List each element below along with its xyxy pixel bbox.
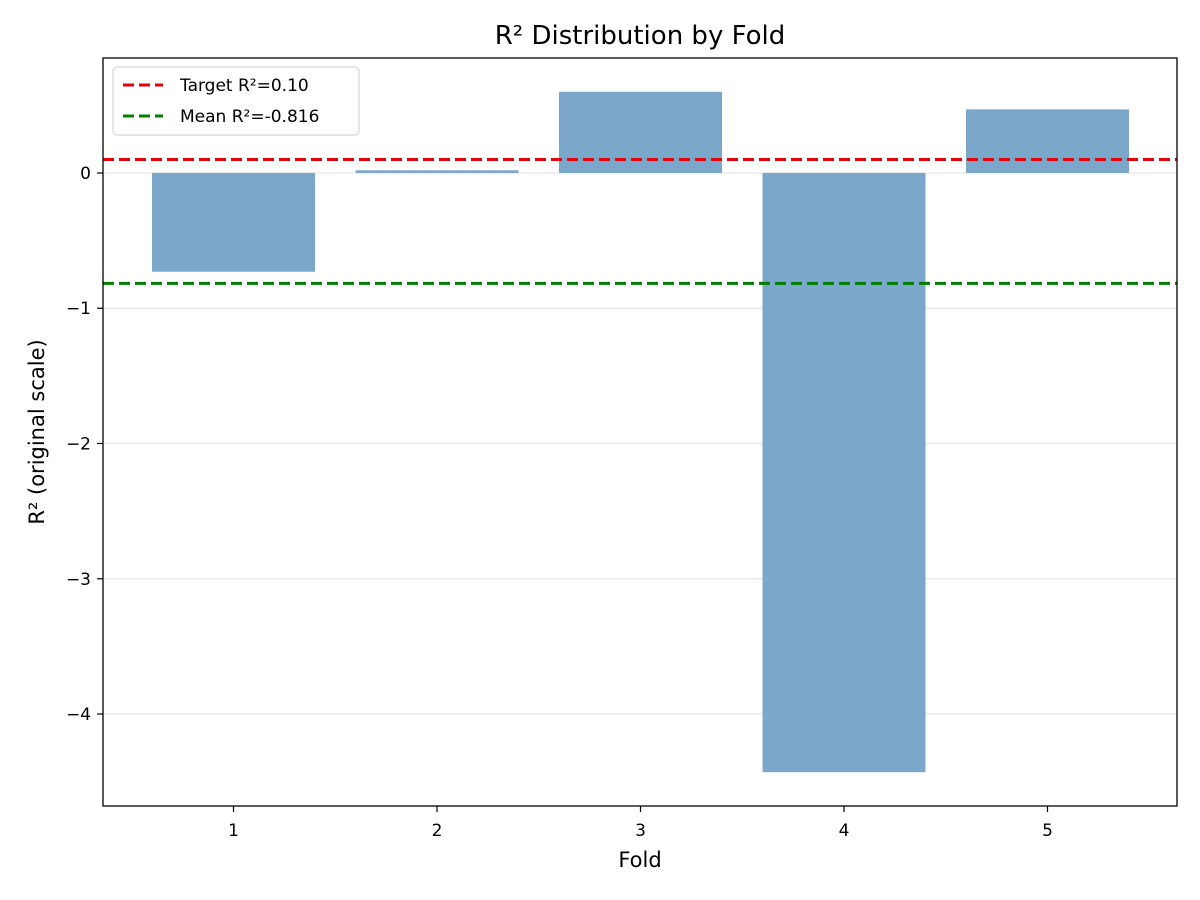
bar-fold-2	[355, 170, 519, 173]
y-tick-label: −3	[66, 570, 91, 590]
x-axis-label: Fold	[618, 848, 661, 872]
bars	[152, 91, 1129, 773]
y-axis-ticks: 0 −1 −2 −3 −4	[66, 164, 103, 725]
x-tick-label: 1	[228, 821, 239, 841]
chart-title: R² Distribution by Fold	[495, 21, 786, 51]
y-tick-label: 0	[80, 164, 91, 184]
reference-lines	[103, 157, 1177, 285]
legend-label-target: Target R²=0.10	[179, 76, 309, 96]
bar-fold-5	[966, 109, 1129, 173]
legend-label-mean: Mean R²=-0.816	[180, 107, 319, 127]
x-tick-label: 4	[839, 821, 850, 841]
y-tick-label: −2	[66, 434, 91, 454]
y-tick-label: −4	[66, 705, 91, 725]
x-tick-label: 5	[1042, 821, 1053, 841]
x-tick-label: 3	[635, 821, 646, 841]
x-tick-label: 2	[432, 821, 443, 841]
bar-fold-1	[152, 172, 315, 272]
bar-fold-4	[762, 172, 926, 773]
legend: Target R²=0.10 Mean R²=-0.816	[112, 66, 360, 136]
x-axis-ticks: 1 2 3 4 5	[228, 806, 1053, 841]
y-tick-label: −1	[66, 299, 91, 319]
y-axis-label: R² (original scale)	[25, 339, 49, 524]
legend-box	[112, 66, 360, 136]
